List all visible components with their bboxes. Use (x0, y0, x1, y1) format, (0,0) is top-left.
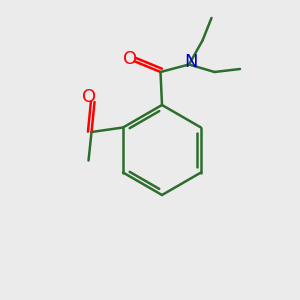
Text: O: O (122, 50, 137, 68)
Text: O: O (82, 88, 96, 106)
Text: N: N (184, 52, 197, 70)
